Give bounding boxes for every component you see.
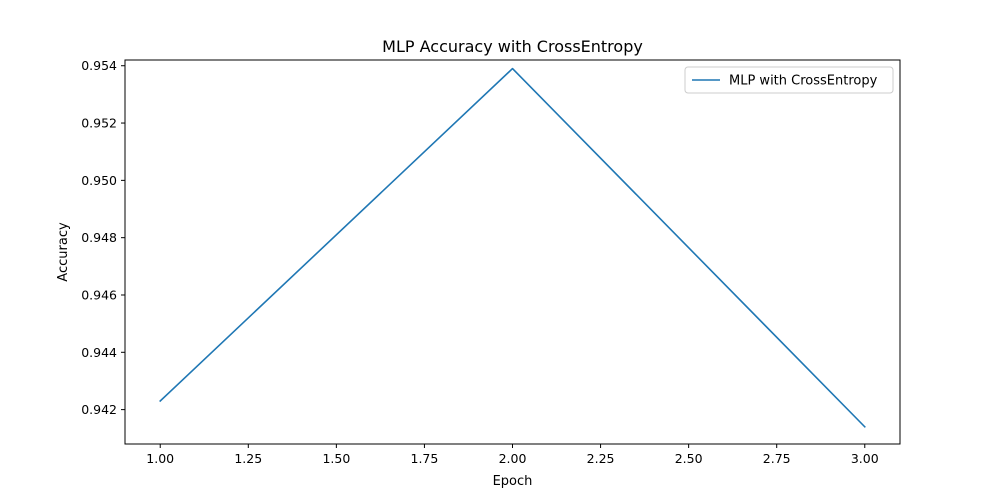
- y-axis-label: Accuracy: [56, 222, 71, 282]
- chart-title: MLP Accuracy with CrossEntropy: [382, 37, 643, 56]
- x-tick-label: 1.25: [234, 451, 262, 466]
- x-tick-label: 2.25: [587, 451, 615, 466]
- x-tick-label: 2.75: [763, 451, 791, 466]
- y-tick-label: 0.944: [81, 345, 117, 360]
- x-axis-label: Epoch: [493, 474, 533, 489]
- x-axis-ticks: 1.00 1.25 1.50 1.75 2.00 2.25 2.50 2.75 3.00: [146, 444, 879, 466]
- x-tick-label: 3.00: [851, 451, 879, 466]
- legend: MLP with CrossEntropy: [684, 66, 894, 94]
- x-tick-label: 2.50: [675, 451, 703, 466]
- plot-frame: [124, 59, 901, 445]
- plot-area: [125, 60, 900, 444]
- legend-box: [684, 66, 894, 94]
- x-tick-label: 1.75: [411, 451, 439, 466]
- x-tick-label: 1.50: [322, 451, 350, 466]
- legend-label: MLP with CrossEntropy: [729, 74, 878, 89]
- y-tick-label: 0.954: [81, 58, 117, 73]
- y-tick-label: 0.942: [81, 402, 117, 417]
- y-tick-label: 0.952: [81, 116, 117, 131]
- y-tick-label: 0.946: [81, 287, 117, 302]
- x-tick-label: 1.00: [146, 451, 174, 466]
- x-tick-label: 2.00: [499, 451, 527, 466]
- y-axis-ticks: 0.942 0.944 0.946 0.948 0.950 0.952 0.954: [81, 58, 125, 417]
- y-tick-label: 0.948: [81, 230, 117, 245]
- series-layer: [159, 67, 866, 428]
- y-tick-label: 0.950: [81, 173, 117, 188]
- series-line: [159, 67, 866, 428]
